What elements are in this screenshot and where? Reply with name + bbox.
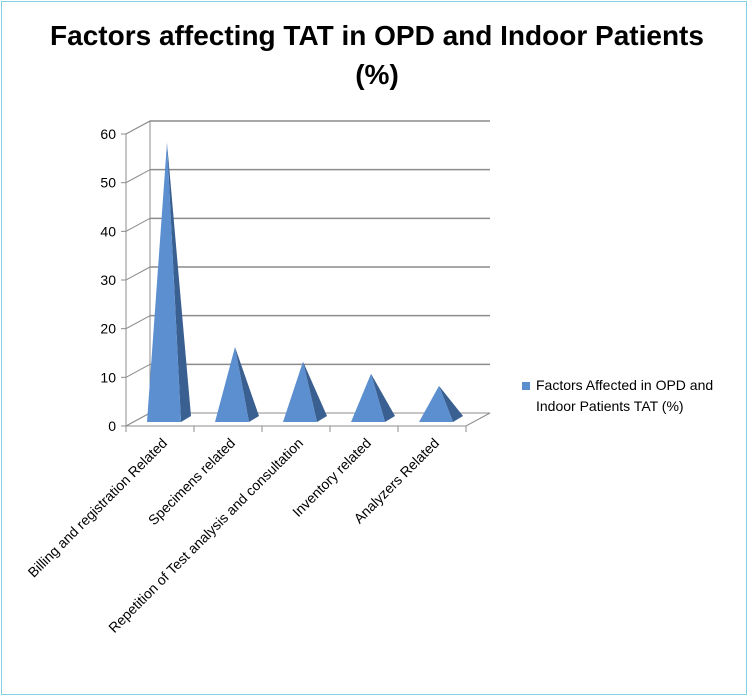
bar-front — [351, 373, 385, 422]
y-tick-label: 10 — [100, 369, 116, 385]
bar — [215, 347, 259, 422]
y-tick-label: 40 — [100, 223, 116, 239]
y-tick-label: 0 — [108, 418, 116, 434]
bar-side — [371, 373, 395, 422]
bar — [147, 142, 191, 422]
bar-front — [419, 385, 453, 422]
y-tick-label: 30 — [100, 272, 116, 288]
gridline-diagonal — [125, 120, 151, 135]
bar-side — [167, 142, 191, 422]
gridline-diagonal — [125, 315, 151, 330]
x-category-label: Billing and registration Related — [25, 435, 171, 581]
gridline-diagonal — [125, 363, 151, 378]
bar — [351, 373, 395, 422]
gridline-diagonal — [125, 169, 151, 184]
bar-side — [235, 347, 259, 422]
bar — [283, 361, 327, 422]
gridline-diagonal — [125, 266, 151, 281]
y-tick-label: 50 — [100, 175, 116, 191]
bar-front — [283, 361, 317, 422]
floor — [125, 412, 491, 427]
legend-label: Factors Affected in OPD and Indoor Patie… — [536, 377, 714, 414]
bar-front — [147, 142, 181, 422]
bar-front — [215, 347, 249, 422]
chart-legend: Factors Affected in OPD and Indoor Patie… — [522, 375, 744, 417]
chart-title: Factors affecting TAT in OPD and Indoor … — [50, 20, 704, 90]
gridline-diagonal — [125, 217, 151, 232]
legend-swatch — [522, 382, 530, 390]
y-tick-label: 20 — [100, 321, 116, 337]
y-tick-label: 60 — [100, 126, 116, 142]
bar — [419, 385, 463, 422]
bar-side — [439, 385, 463, 422]
bar-side — [303, 361, 327, 422]
